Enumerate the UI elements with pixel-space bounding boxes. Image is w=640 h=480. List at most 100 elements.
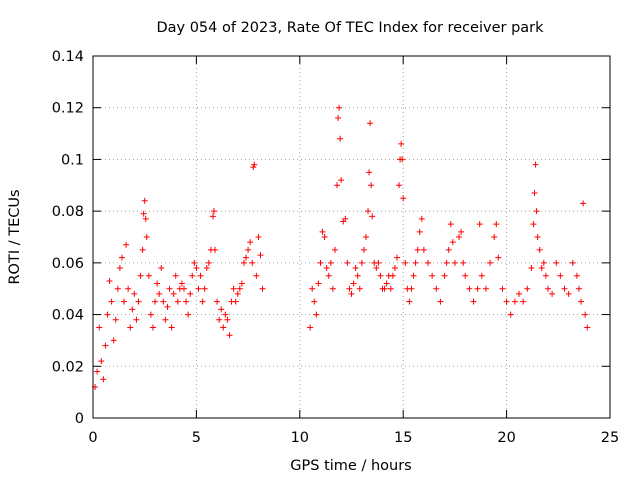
- data-point: [511, 298, 518, 305]
- data-point: [203, 265, 210, 272]
- data-point: [189, 272, 196, 279]
- data-point: [125, 285, 132, 292]
- data-point: [398, 140, 405, 147]
- data-point: [375, 259, 382, 266]
- data-point: [493, 221, 500, 228]
- data-point: [226, 332, 233, 339]
- data-point: [218, 306, 225, 313]
- data-point: [549, 290, 556, 297]
- data-point: [98, 358, 105, 365]
- data-point: [142, 215, 149, 222]
- data-point: [317, 259, 324, 266]
- data-point: [110, 337, 117, 344]
- data-point: [106, 277, 113, 284]
- data-point: [118, 254, 125, 261]
- y-tick-label: 0.14: [52, 49, 84, 65]
- data-point: [250, 164, 257, 171]
- data-point: [96, 324, 103, 331]
- data-point: [476, 221, 483, 228]
- data-point: [212, 246, 219, 253]
- data-point: [406, 298, 413, 305]
- data-point: [238, 280, 245, 287]
- data-point: [387, 285, 394, 292]
- data-point: [240, 259, 247, 266]
- data-point: [214, 298, 221, 305]
- data-point: [152, 298, 159, 305]
- data-point: [443, 259, 450, 266]
- data-point: [199, 298, 206, 305]
- data-point: [425, 259, 432, 266]
- y-tick-label: 0.08: [52, 204, 84, 220]
- data-point: [210, 208, 217, 215]
- data-point: [224, 316, 231, 323]
- data-point: [135, 298, 142, 305]
- data-point: [102, 342, 109, 349]
- data-point: [309, 285, 316, 292]
- data-point: [495, 254, 502, 261]
- x-tick-label: 5: [192, 430, 201, 446]
- data-point: [147, 311, 154, 318]
- data-point: [474, 285, 481, 292]
- data-point: [516, 290, 523, 297]
- data-point: [234, 290, 241, 297]
- data-point: [164, 303, 171, 310]
- data-point: [209, 213, 216, 220]
- x-tick-label: 0: [88, 430, 97, 446]
- data-point: [253, 272, 260, 279]
- data-point: [220, 324, 227, 331]
- data-point: [139, 246, 146, 253]
- data-point: [540, 259, 547, 266]
- data-point: [140, 210, 147, 217]
- data-point: [402, 259, 409, 266]
- data-point: [187, 290, 194, 297]
- data-point: [156, 290, 163, 297]
- data-point: [168, 324, 175, 331]
- data-point: [433, 285, 440, 292]
- data-point: [354, 272, 361, 279]
- x-tick-label: 15: [394, 430, 412, 446]
- data-point: [383, 280, 390, 287]
- data-point: [573, 272, 580, 279]
- data-point: [420, 246, 427, 253]
- data-point: [311, 298, 318, 305]
- x-tick-label: 20: [497, 430, 515, 446]
- data-point: [334, 182, 341, 189]
- data-point: [399, 156, 406, 163]
- data-point: [166, 285, 173, 292]
- data-point: [205, 259, 212, 266]
- data-point: [104, 311, 111, 318]
- data-point: [487, 259, 494, 266]
- data-point: [257, 252, 264, 259]
- data-point: [393, 254, 400, 261]
- data-point: [193, 265, 200, 272]
- data-point: [342, 215, 349, 222]
- data-point: [456, 234, 463, 240]
- axis-ticks: 0 0.02 0.04 0.06 0.08 0.1 0.12 0.14 0 5 10 15 20 25: [52, 49, 620, 446]
- data-point: [346, 285, 353, 292]
- data-point: [319, 228, 326, 235]
- data-point: [381, 285, 388, 292]
- data-point: [321, 234, 328, 240]
- data-point: [482, 285, 489, 292]
- y-tick-label: 0.04: [52, 308, 84, 324]
- data-point: [195, 285, 202, 292]
- data-point: [154, 280, 161, 287]
- data-point: [565, 290, 572, 297]
- data-point: [365, 208, 372, 215]
- data-point: [197, 272, 204, 279]
- data-point: [396, 182, 403, 189]
- data-point: [531, 190, 538, 197]
- data-point: [534, 234, 541, 240]
- chart-title: Day 054 of 2023, Rate Of TEC Index for r…: [156, 20, 544, 36]
- data-point: [447, 221, 454, 228]
- data-point: [133, 316, 140, 323]
- grid-lines: [93, 56, 610, 418]
- data-point: [575, 285, 582, 292]
- plot-frame: [92, 55, 611, 419]
- data-point: [557, 272, 564, 279]
- data-point: [462, 272, 469, 279]
- data-point: [391, 265, 398, 272]
- data-point: [530, 221, 537, 228]
- data-point: [569, 259, 576, 266]
- data-point: [478, 272, 485, 279]
